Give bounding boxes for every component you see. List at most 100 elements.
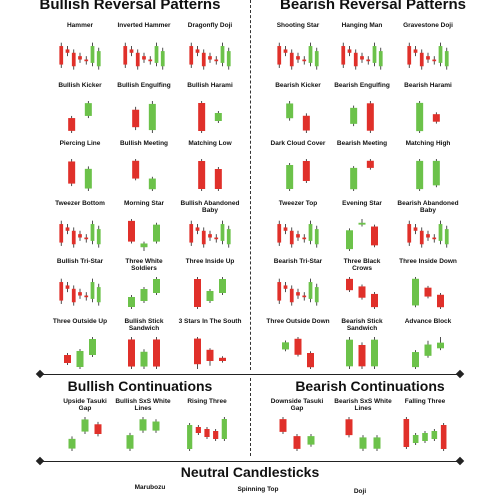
pattern-bearish-abandoned-baby: Bearish Abandoned Baby [392,200,464,254]
bearish-candle [407,46,412,65]
pattern-label: Hammer [66,22,93,29]
bullish-candle [416,102,424,132]
bullish-candle [437,342,444,349]
pattern-label: Bearish Harami [404,82,452,89]
continuations-divider [250,378,251,456]
pattern-label: Three Outside Up [52,318,108,325]
pattern-label: Bullish Stick Sandwich [124,318,164,332]
bullish-candle [438,224,443,241]
pattern-three-white-soldiers: Three White Soldiers [108,258,180,312]
candlestick-chart [341,42,383,70]
bearish-candle [413,49,418,53]
bullish-candle [153,279,160,293]
bullish-candle [226,51,231,67]
bullish-candle [81,419,89,432]
candlestick-chart [407,220,449,248]
bearish-candle [296,292,300,296]
bullish-candle [431,431,438,439]
bearish-candle [213,431,219,439]
bullish-candle [76,351,84,367]
pattern-bullish-tri-star: Bullish Tri-Star [44,258,116,312]
bearish-candle [419,52,424,67]
bearish-candle [302,161,310,181]
bearish-candle [302,295,307,298]
bullish-candle [89,339,96,355]
pattern-bearish-kicker: Bearish Kicker [262,82,334,136]
bearish-candle [132,160,140,179]
pattern-label: 3 Stars In The South [178,318,242,325]
bullish-candle [153,224,160,242]
pattern-label: Tweezer Top [278,200,318,207]
bearish-candle [413,227,418,231]
candlestick-chart [128,219,160,251]
pattern-label: Hanging Man [341,22,383,29]
pattern-label: Bullish Meeting [119,140,169,147]
bearish-candle [59,46,64,65]
bearish-candle [419,230,424,245]
bullish-candle [359,437,367,449]
candlestick-chart [350,101,374,133]
bullish-candle [308,282,313,299]
bearish-candle [277,224,282,243]
bearish-candle [189,224,194,243]
pattern-label: Piercing Line [59,140,101,147]
pattern-label: Matching High [405,140,451,147]
candlestick-chart [412,277,444,309]
candlestick-chart [68,101,92,133]
bullish-candle [214,113,222,121]
pattern-rising-three: Rising Three [172,398,242,454]
candlestick-chart [128,337,160,369]
pattern-label: Three Outside Down [266,318,330,325]
bearish-candle [128,220,135,242]
bearish-candle [153,339,160,367]
candlestick-chart [59,220,101,248]
bearish-candle [142,56,146,60]
divider-line [40,461,460,462]
bearish-candle [358,286,366,298]
pattern-piercing-line: Piercing Line [44,140,116,194]
bearish-candle [78,234,82,238]
pattern-label: Marubozu [134,484,166,491]
bearish-candle [366,103,374,131]
bearish-candle [289,52,294,67]
bullish-candle [412,435,419,443]
bullish-candle [412,352,419,368]
candlestick-chart [194,277,226,309]
pattern-downside-tasuki-gap: Downside Tasuki Gap [260,398,334,454]
bullish-candle [308,46,313,63]
bullish-candle [160,51,165,67]
bearish-candle [426,56,430,60]
bearish-candle [208,234,212,238]
bearish-candle [366,160,374,168]
pattern-bullish-harami: Bullish Harami [174,82,246,136]
candlestick-chart [277,42,319,70]
candlestick-chart [189,42,231,70]
bullish-candle [140,351,148,367]
bearish-candle [407,224,412,243]
pattern-dragonfly-doji: Dragonfly Doji [174,22,246,76]
bearish-candle [277,46,282,65]
bearish-candle [347,49,352,53]
bearish-candle [129,49,134,53]
pattern-label: Dark Cloud Cover [270,140,326,147]
pattern-doji: Doji [320,488,400,500]
pattern-label: Doji [353,488,367,495]
pattern-label: Matching Low [188,140,232,147]
bearish-candle [84,59,89,62]
bullish-candle [350,107,358,124]
bearish-candle [341,46,346,65]
pattern-label: Three Inside Down [399,258,457,265]
bullish-candle [226,229,231,245]
bearish-continuations-title: Bearish Continuations [295,378,445,394]
pattern-label: Advance Block [404,318,452,325]
bullish-candle [139,419,147,431]
bullish-candle [444,229,449,245]
pattern-bearish-sxs-white-lines: Bearish SxS White Lines [326,398,400,454]
candlestick-chart [277,220,319,248]
candlestick-chart [132,159,156,191]
bearish-candle [366,59,371,62]
bullish-candle [372,46,377,63]
pattern-label: Upside Tasuki Gap [63,398,107,412]
bullish-candle [358,222,366,225]
bullish-candle [126,435,134,449]
